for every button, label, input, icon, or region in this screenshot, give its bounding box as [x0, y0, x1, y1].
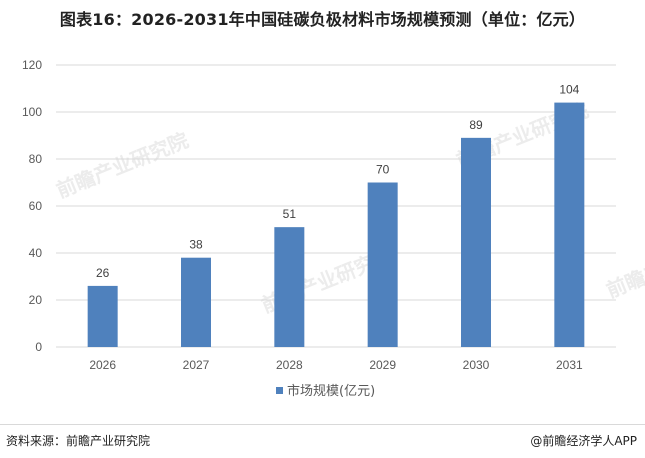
legend-label: 市场规模(亿元) [287, 383, 375, 399]
legend-swatch [276, 387, 283, 394]
data-label: 104 [559, 83, 579, 97]
footer-divider [0, 424, 645, 425]
source-note: 资料来源：前瞻产业研究院 [6, 434, 151, 448]
bar [87, 285, 118, 347]
data-label: 51 [283, 207, 297, 221]
bar-chart: 前瞻产业研究院前瞻产业研究院前瞻产业研究院前瞻产业研究院020406080100… [22, 58, 645, 399]
chart-area: 前瞻产业研究院 前瞻产业研究院 前瞻产业研究院 前瞻产业研究院 0 20 40 60 80 100… [0, 48, 645, 418]
x-tick-label: 2027 [183, 358, 210, 372]
x-tick-label: 2030 [463, 358, 490, 372]
data-label: 70 [376, 163, 390, 177]
bar [181, 257, 211, 347]
x-tick-label: 2029 [369, 358, 396, 372]
y-tick-label: 40 [29, 246, 43, 260]
watermark-logo: 前瞻产业研究院 [603, 228, 645, 303]
bar [461, 137, 491, 347]
x-tick-label: 2028 [276, 358, 303, 372]
data-label: 38 [189, 238, 203, 252]
x-tick-label: 2031 [556, 358, 583, 372]
y-tick-label: 20 [29, 293, 43, 307]
y-tick-label: 0 [35, 340, 42, 354]
copyright-note: @前瞻经济学人APP [530, 434, 637, 448]
y-tick-label: 80 [29, 152, 43, 166]
x-tick-label: 2026 [89, 358, 116, 372]
chart-title: 图表16：2026-2031年中国硅碳负极材料市场规模预测（单位：亿元） [59, 10, 586, 29]
y-tick-label: 60 [29, 199, 43, 213]
y-tick-label: 100 [22, 105, 42, 119]
y-tick-label: 120 [22, 58, 42, 72]
bar [367, 182, 398, 347]
bar [274, 227, 305, 347]
data-label: 26 [96, 266, 110, 280]
data-label: 89 [469, 118, 483, 132]
bar [554, 102, 585, 347]
watermark-logo: 前瞻产业研究院 [53, 128, 192, 203]
